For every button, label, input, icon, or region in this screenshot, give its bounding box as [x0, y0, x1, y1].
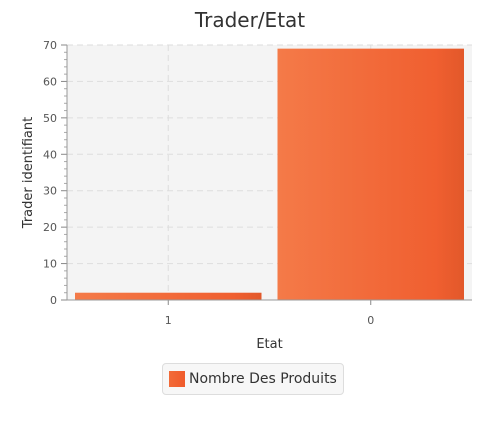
y-axis-label: Trader identifiant [21, 117, 36, 229]
y-tick-label: 50 [43, 112, 57, 125]
axes [61, 44, 472, 305]
legend-label: Nombre Des Produits [189, 371, 337, 387]
legend: Nombre Des Produits [162, 363, 344, 395]
grid-lines [67, 44, 472, 300]
chart-title: Trader/Etat [194, 8, 306, 32]
y-tick-label: 30 [43, 185, 57, 198]
y-tick-label: 0 [50, 294, 57, 307]
y-tick-label: 20 [43, 221, 57, 234]
bar-0 [277, 48, 464, 301]
y-tick-label: 70 [43, 39, 57, 52]
x-axis-label: Etat [256, 337, 282, 352]
y-tick-label: 60 [43, 75, 57, 88]
y-tick-label: 40 [43, 148, 57, 161]
bar-1 [75, 292, 262, 300]
bars [75, 48, 464, 301]
y-tick-label: 10 [43, 258, 57, 271]
x-tick-label: 0 [367, 314, 374, 327]
x-tick-label: 1 [165, 314, 172, 327]
legend-swatch [169, 371, 185, 387]
